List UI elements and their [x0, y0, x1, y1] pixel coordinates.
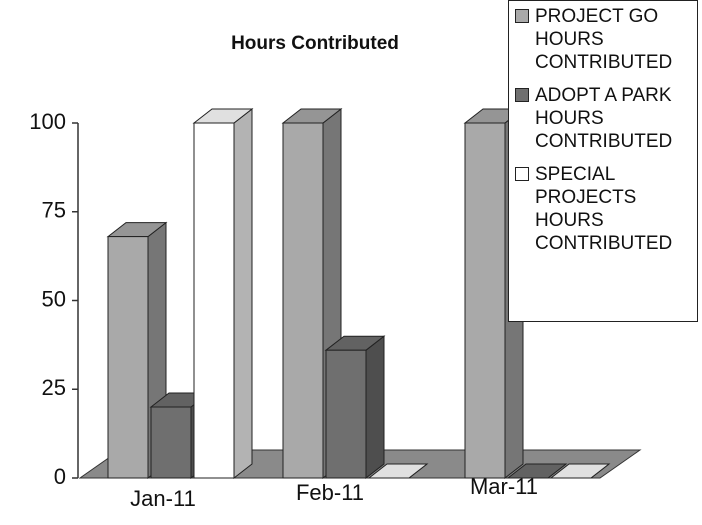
x-tick-label: Jan-11 [130, 486, 196, 511]
legend-label: SPECIAL PROJECTS HOURS CONTRIBUTED [535, 164, 673, 254]
bar-front [464, 122, 506, 479]
bar [192, 107, 254, 480]
legend-swatch [515, 9, 529, 23]
bar-top [549, 463, 611, 479]
bar [324, 335, 386, 480]
legend-item: PROJECT GO HOURS CONTRIBUTED [515, 5, 691, 74]
legend-item: SPECIAL PROJECTS HOURS CONTRIBUTED [515, 163, 691, 255]
legend-item: ADOPT A PARK HOURS CONTRIBUTED [515, 84, 691, 153]
legend-label: PROJECT GO HOURS CONTRIBUTED [535, 6, 673, 73]
bar-side [365, 335, 385, 480]
legend-label: ADOPT A PARK HOURS CONTRIBUTED [535, 85, 673, 152]
y-tick-label: 50 [42, 286, 66, 311]
y-tick-label: 25 [42, 375, 66, 400]
bar-top [367, 463, 429, 479]
bar [367, 463, 429, 479]
y-tick-label: 100 [29, 109, 66, 134]
bar-front [325, 349, 367, 479]
y-tick-label: 0 [54, 464, 66, 489]
bar-front [150, 406, 192, 479]
x-tick-label: Mar-11 [470, 474, 538, 499]
bar [549, 463, 611, 479]
chart-title: Hours Contributed [231, 33, 399, 54]
y-tick-label: 75 [42, 198, 66, 223]
bar-front [193, 122, 235, 479]
x-tick-label: Feb-11 [296, 480, 364, 505]
legend: PROJECT GO HOURS CONTRIBUTED ADOPT A PARK… [508, 0, 698, 322]
bar [506, 463, 568, 479]
bar-front [282, 122, 324, 479]
bar-side [233, 107, 253, 480]
bar-top [506, 463, 568, 479]
legend-swatch [515, 167, 529, 181]
legend-swatch [515, 88, 529, 102]
bar-front [107, 236, 149, 479]
